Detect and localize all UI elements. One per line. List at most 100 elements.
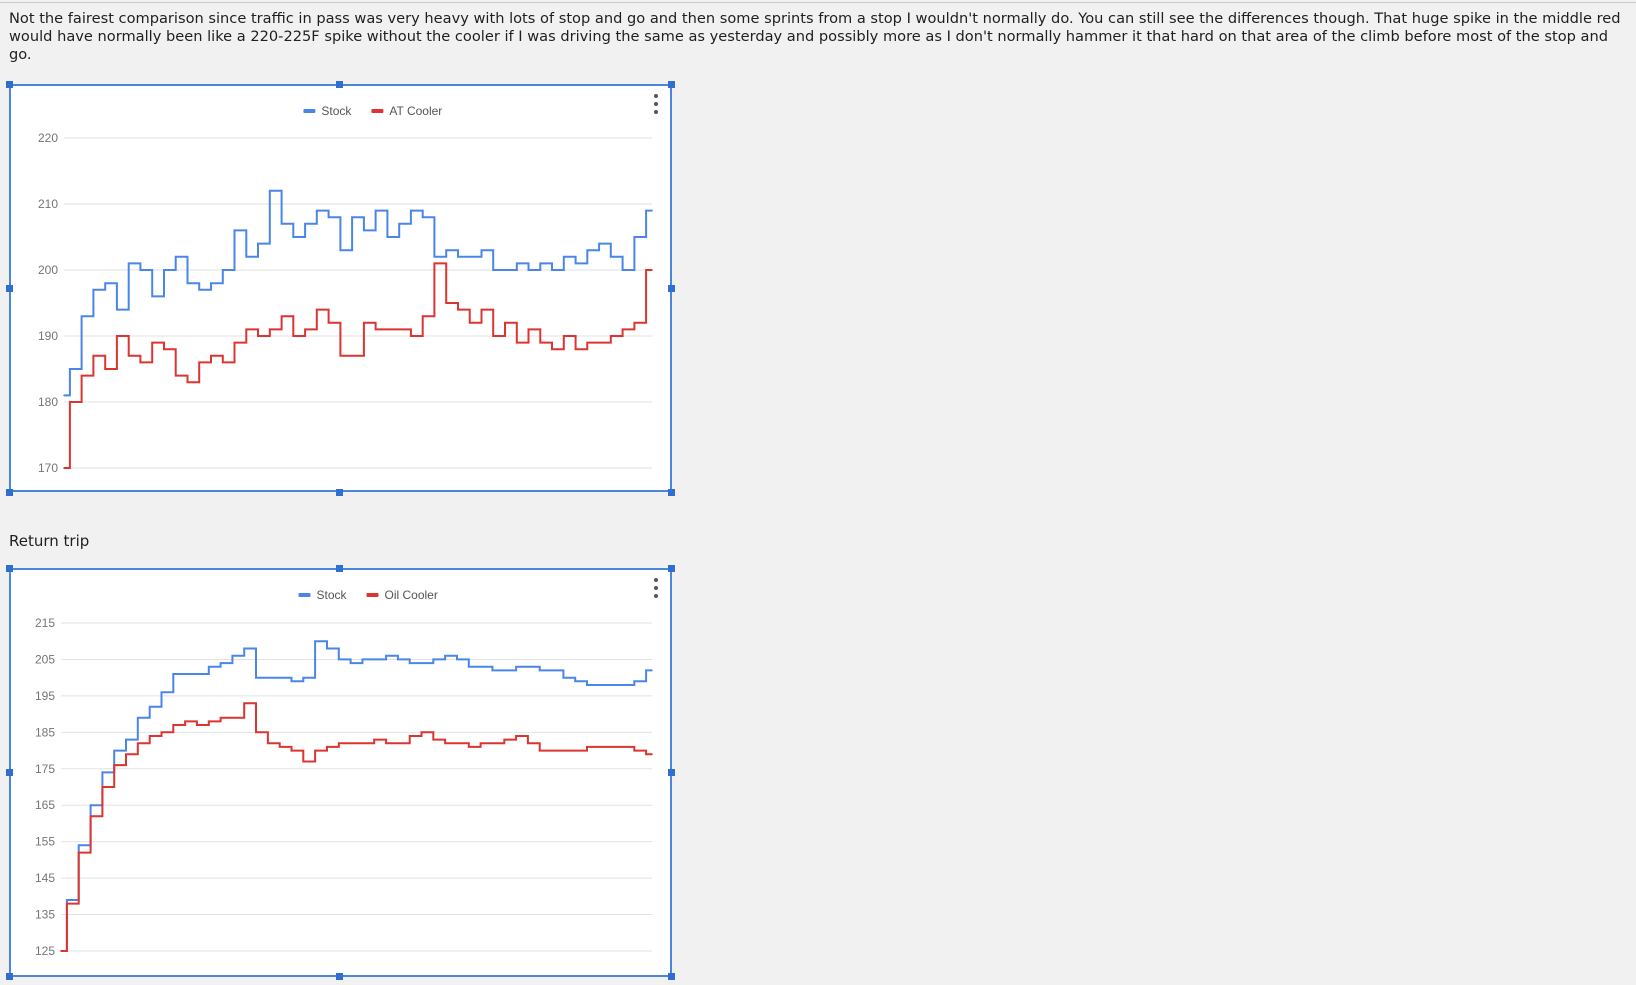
data-point	[142, 716, 145, 719]
data-point	[119, 749, 121, 752]
resize-handle-icon[interactable]	[6, 285, 13, 292]
data-point	[263, 335, 265, 337]
data-point	[296, 680, 299, 683]
clipped-previous-text: ━━━━━━━━━━━━━━━━━━━━━━━━━━━━━━━━━━━━━━━━…	[10, 81, 640, 85]
data-point	[239, 229, 242, 232]
data-point	[580, 348, 583, 351]
data-point	[497, 669, 500, 672]
legend-label: Oil Cooler	[385, 588, 438, 602]
data-point	[298, 335, 301, 337]
data-point	[438, 658, 441, 661]
data-point	[142, 742, 145, 745]
legend-swatch	[366, 593, 379, 597]
data-point	[568, 749, 571, 752]
data-point	[274, 190, 277, 192]
data-point	[190, 720, 192, 723]
data-point	[308, 676, 311, 679]
resize-handle-icon[interactable]	[6, 973, 13, 980]
data-point	[416, 209, 418, 212]
data-point	[321, 308, 324, 311]
data-point	[63, 467, 65, 469]
y-tick-label: 135	[35, 908, 55, 922]
menu-dot-icon	[654, 586, 658, 590]
data-point	[603, 684, 606, 686]
data-point	[545, 262, 547, 265]
data-point	[510, 322, 512, 324]
data-point	[274, 328, 277, 331]
resize-handle-icon[interactable]	[336, 489, 343, 496]
series-line-oil-cooler	[61, 702, 652, 952]
chart-1-container[interactable]: 220 210 200 190 180 170 Stock AT Cooler	[9, 84, 672, 492]
data-point	[627, 328, 630, 331]
data-point	[166, 691, 169, 694]
data-point	[320, 749, 322, 752]
resize-handle-icon[interactable]	[668, 769, 675, 776]
resize-handle-icon[interactable]	[6, 81, 13, 88]
data-point	[533, 665, 535, 668]
y-tick-label: 155	[35, 835, 55, 849]
data-point	[251, 256, 253, 258]
data-point	[439, 256, 442, 258]
chart-2-menu-icon[interactable]	[649, 578, 661, 602]
data-point	[263, 242, 265, 245]
data-point	[463, 308, 465, 311]
resize-handle-icon[interactable]	[6, 769, 13, 776]
data-point	[473, 746, 476, 748]
resize-handle-icon[interactable]	[668, 285, 675, 292]
data-point	[451, 302, 453, 304]
resize-handle-icon[interactable]	[668, 81, 675, 88]
chart-2-container[interactable]: 215 205 195 185 175 165 155 145 135 125 Stock Oil C…	[9, 568, 672, 977]
data-point	[272, 676, 275, 679]
data-point	[204, 289, 206, 291]
data-point	[131, 738, 133, 741]
series-line-stock	[64, 189, 652, 397]
data-point	[651, 669, 653, 672]
resize-handle-icon[interactable]	[668, 973, 675, 980]
resize-handle-icon[interactable]	[336, 81, 343, 88]
data-point	[308, 760, 311, 763]
data-point	[98, 289, 101, 291]
data-point	[321, 209, 324, 212]
resize-handle-icon[interactable]	[6, 565, 13, 572]
data-point	[83, 844, 86, 847]
data-point	[72, 902, 74, 905]
menu-dot-icon	[654, 110, 658, 114]
data-point	[404, 328, 406, 331]
data-point	[651, 753, 653, 755]
y-tick-label: 185	[35, 725, 55, 739]
data-point	[216, 282, 218, 284]
data-point	[521, 665, 523, 668]
data-point	[261, 676, 263, 679]
data-point	[296, 749, 299, 752]
data-point	[651, 269, 653, 271]
chart-1-menu-icon[interactable]	[649, 94, 661, 118]
y-tick-label: 215	[35, 616, 55, 630]
resize-handle-icon[interactable]	[336, 973, 343, 980]
data-point	[592, 249, 594, 251]
data-point	[332, 746, 334, 748]
data-point	[497, 742, 500, 745]
data-point	[239, 341, 242, 344]
data-point	[367, 742, 370, 745]
data-point	[392, 328, 395, 331]
data-point	[450, 655, 452, 657]
data-point	[204, 361, 206, 364]
resize-handle-icon[interactable]	[668, 565, 675, 572]
data-point	[639, 322, 642, 324]
data-point	[580, 749, 582, 752]
legend-label: Stock	[321, 104, 352, 118]
data-point	[192, 282, 195, 284]
data-point	[544, 669, 547, 672]
data-point	[74, 401, 77, 403]
data-point	[651, 209, 653, 212]
data-point	[627, 269, 630, 271]
data-point	[404, 223, 406, 225]
data-point	[180, 256, 183, 258]
data-point	[169, 269, 171, 271]
data-point	[63, 394, 65, 397]
resize-handle-icon[interactable]	[336, 565, 343, 572]
data-point	[402, 742, 405, 745]
resize-handle-icon[interactable]	[6, 489, 13, 496]
resize-handle-icon[interactable]	[668, 489, 675, 496]
data-point	[627, 746, 630, 748]
